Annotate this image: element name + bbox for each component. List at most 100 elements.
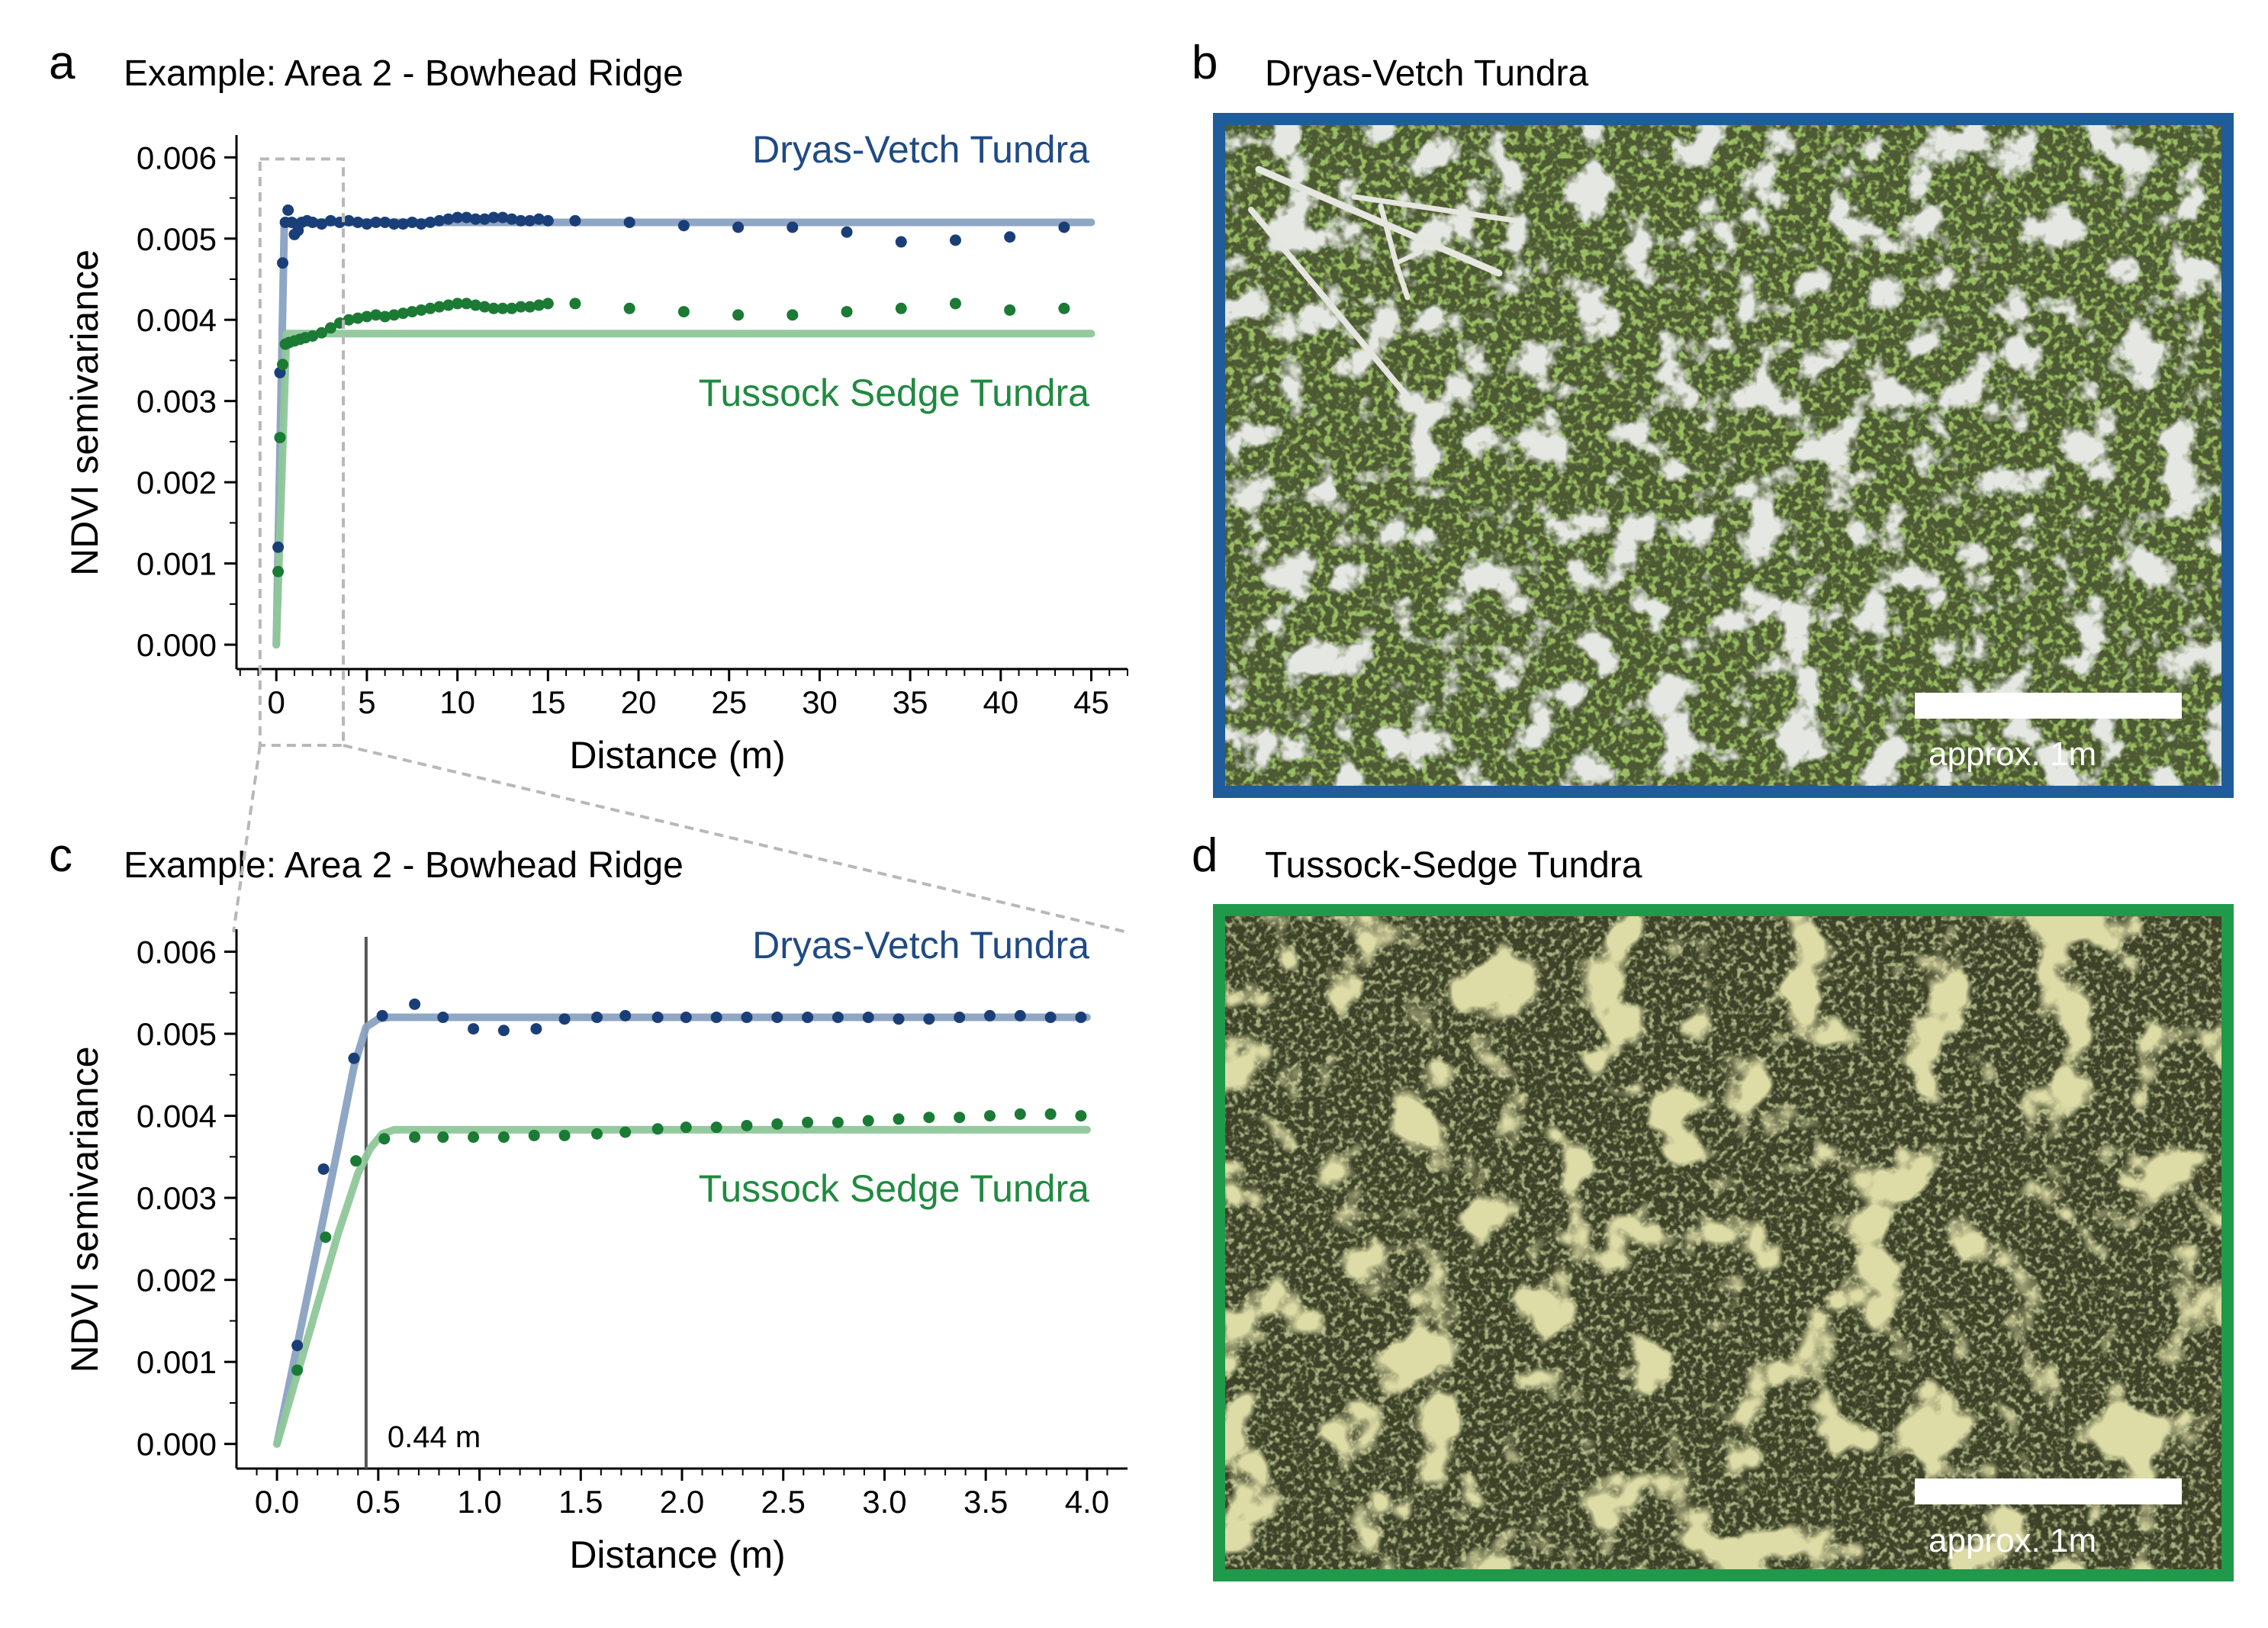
zoom-connector-lines <box>232 744 1128 934</box>
tussock-point-c <box>832 1116 844 1128</box>
x-tick-label-c: 2.0 <box>660 1484 704 1520</box>
dryas-point-c <box>348 1052 360 1064</box>
dryas-point-a <box>307 216 319 228</box>
tussock-point-a <box>1004 304 1016 316</box>
y-axis-label-a: NDVI semivariance <box>63 249 106 576</box>
x-tick-label-a: 40 <box>983 684 1018 720</box>
tussock-point-c <box>1075 1110 1087 1122</box>
panel-b-title: Dryas-Vetch Tundra <box>1265 53 1589 94</box>
dryas-point-a <box>282 204 294 216</box>
y-tick-label-a: 0.001 <box>137 546 217 582</box>
tussock-point-a <box>732 309 745 321</box>
tussock-point-c <box>893 1113 905 1125</box>
x-axis-label-a: Distance (m) <box>569 734 785 777</box>
tussock-series-label-c: Tussock Sedge Tundra <box>699 1167 1090 1210</box>
dryas-point-c <box>923 1013 935 1025</box>
dryas-point-a <box>352 216 364 228</box>
tussock-point-a <box>307 330 319 343</box>
dryas-point-a <box>415 218 427 230</box>
tussock-point-a <box>379 310 391 323</box>
dryas-point-c <box>437 1012 449 1024</box>
panel-c-title: Example: Area 2 - Bowhead Ridge <box>124 845 684 886</box>
tussock-point-a <box>352 312 364 324</box>
dryas-point-a <box>478 213 491 225</box>
dryas-point-c <box>619 1009 632 1022</box>
x-tick-label-c: 1.5 <box>558 1484 603 1520</box>
x-tick-label-a: 20 <box>621 684 657 720</box>
dryas-point-c <box>741 1012 753 1024</box>
dryas-point-c <box>710 1012 722 1024</box>
tussock-point-a <box>277 359 289 371</box>
tussock-point-a <box>415 304 427 316</box>
dryas-point-a <box>277 257 289 269</box>
tussock-point-a <box>515 301 527 313</box>
tussock-point-a <box>1058 302 1070 314</box>
dryas-point-a <box>469 213 481 225</box>
x-tick-label-a: 0 <box>268 684 285 720</box>
chart-a: 0.000 0.001 0.002 0.003 0.004 0.005 0.006 0 5 10 1… <box>63 128 1128 777</box>
panel-a-title: Example: Area 2 - Bowhead Ridge <box>124 53 684 94</box>
tussock-series-label-a: Tussock Sedge Tundra <box>699 372 1090 414</box>
tussock-fit-line-c <box>273 1125 1091 1448</box>
tussock-point-a <box>388 309 401 321</box>
antler-icon <box>1248 166 1523 400</box>
tussock-fit-line-a <box>272 330 1095 649</box>
tussock-point-a <box>460 298 472 310</box>
y-tick-label-a: 0.004 <box>137 302 217 338</box>
tussock-point-a <box>841 306 853 318</box>
dryas-point-a <box>361 218 373 230</box>
dryas-point-a <box>452 211 464 224</box>
tussock-point-c <box>954 1112 966 1124</box>
dryas-point-c <box>530 1023 542 1035</box>
tussock-point-c <box>651 1123 664 1135</box>
tussock-point-c <box>291 1364 304 1376</box>
panel-d: d Tussock-Sedge Tundra approx. 1m <box>1192 829 2234 1581</box>
y-tick-label-c: 0.004 <box>137 1099 217 1134</box>
dryas-point-c <box>376 1009 388 1022</box>
y-axis-label-c: NDVI semivariance <box>63 1047 106 1373</box>
dryas-point-a <box>397 218 409 230</box>
dryas-point-a <box>949 234 961 246</box>
dryas-point-a <box>569 214 581 227</box>
tussock-point-a <box>272 565 285 578</box>
panel-c: c Example: Area 2 - Bowhead Ridge 0.0000… <box>49 829 1128 1576</box>
dryas-point-a <box>623 216 635 228</box>
y-tick-label-c: 0.005 <box>137 1016 217 1052</box>
dryas-point-c <box>591 1012 603 1024</box>
dryas-point-c <box>862 1012 874 1024</box>
zoom-line-left <box>232 745 262 933</box>
range-marker-label: 0.44 m <box>388 1420 481 1454</box>
tussock-point-a <box>506 302 518 314</box>
scale-label-b: approx. 1m <box>1929 735 2096 773</box>
dryas-point-c <box>771 1012 783 1024</box>
dryas-point-a <box>895 236 907 248</box>
tussock-point-a <box>677 306 690 318</box>
tussock-point-a <box>452 298 464 310</box>
y-tick-label-c: 0.003 <box>137 1180 217 1216</box>
dryas-point-a <box>542 214 554 227</box>
tussock-point-a <box>424 302 436 314</box>
tussock-point-a <box>478 301 491 313</box>
tussock-point-c <box>558 1129 571 1141</box>
dryas-point-c <box>954 1012 966 1024</box>
tussock-point-c <box>437 1131 449 1144</box>
tussock-point-c <box>680 1121 692 1134</box>
y-tick-label-a: 0.005 <box>137 221 217 257</box>
dryas-point-c <box>317 1163 330 1175</box>
tussock-point-c <box>802 1116 814 1128</box>
dryas-series-label-a: Dryas-Vetch Tundra <box>752 128 1089 171</box>
tussock-point-a <box>497 302 509 314</box>
dryas-point-c <box>983 1009 996 1022</box>
dryas-point-a <box>433 214 446 227</box>
dryas-point-a <box>316 218 328 230</box>
tussock-point-a <box>361 310 373 323</box>
y-tick-label-a: 0.000 <box>137 627 217 663</box>
x-tick-label-a: 5 <box>358 684 375 720</box>
scale-bar-d <box>1915 1478 2182 1504</box>
dryas-point-c <box>802 1012 814 1024</box>
dryas-point-a <box>424 216 436 228</box>
chart-c: 0.000 0.001 0.002 0.003 0.004 0.005 0.006 0.0 0.… <box>63 924 1128 1576</box>
dryas-point-c <box>893 1013 905 1025</box>
tussock-point-c <box>350 1155 362 1167</box>
x-tick-label-c: 1.0 <box>457 1484 501 1520</box>
